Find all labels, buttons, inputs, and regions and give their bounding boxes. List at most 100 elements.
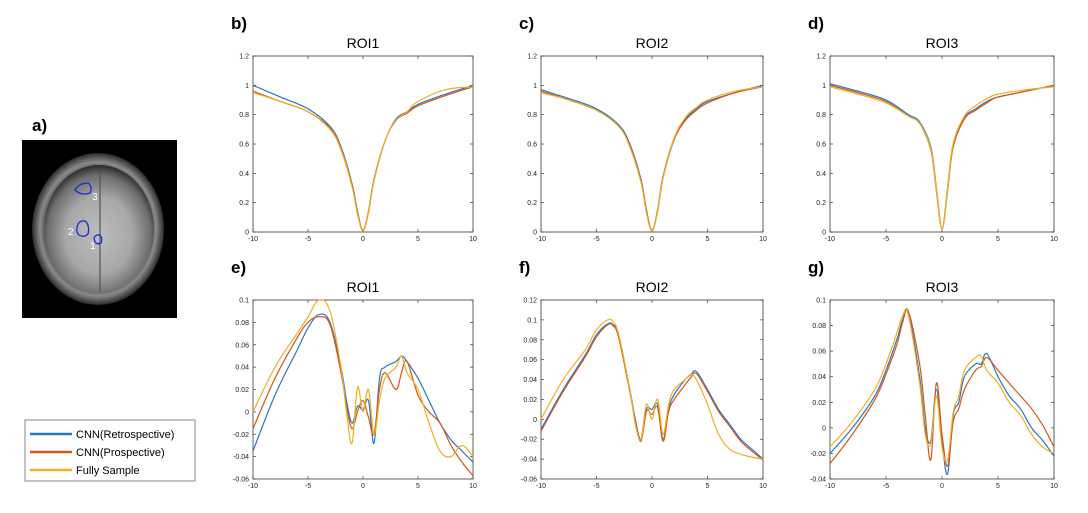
series-line-full-g	[829, 308, 1055, 463]
y-tick-label: 0.06	[812, 349, 826, 356]
roi-number-1: 1	[90, 241, 96, 252]
chart-g: g) ROI3 -10 -5 0 5 10 -0.04 -0.02 0 0.02 0.04 0.06 0.…	[808, 258, 1058, 490]
y-tick-label: -0.04	[521, 457, 537, 464]
y-tick-label: 0.02	[812, 400, 826, 407]
y-tick-label: 0.8	[816, 112, 826, 119]
y-tick-label: 0.1	[816, 298, 826, 305]
panel-label-f: f)	[519, 258, 530, 277]
plot-area-g	[829, 299, 1055, 480]
legend-label-full: Fully Sample	[76, 465, 140, 477]
x-tick-label: -5	[305, 236, 311, 243]
y-tick-label: 0.2	[239, 200, 249, 207]
y-tick-label: 0.1	[239, 298, 249, 305]
x-tick-label: 10	[469, 236, 477, 243]
panel-label-a: a)	[32, 116, 47, 135]
series-line-full-c	[540, 86, 764, 232]
series-line-full-e	[252, 299, 474, 458]
x-tick-label: 5	[996, 236, 1000, 243]
y-tick-label: 0.12	[523, 298, 537, 305]
y-tick-label: 0	[822, 230, 826, 237]
y-tick-label: 0.06	[523, 357, 537, 364]
y-tick-label: 0.1	[527, 317, 537, 324]
y-tick-label: 0.08	[235, 320, 249, 327]
y-tick-label: 0.4	[816, 171, 826, 178]
chart-title-e: ROI1	[347, 279, 380, 295]
plot-area-b	[252, 55, 474, 233]
panel-label-g: g)	[808, 258, 824, 277]
x-tick-label: -5	[883, 236, 889, 243]
chart-title-d: ROI3	[926, 35, 959, 51]
y-tick-label: 0.02	[235, 387, 249, 394]
y-tick-label: 0.02	[523, 397, 537, 404]
y-tick-label: -0.06	[233, 477, 249, 484]
plot-area-d	[829, 55, 1055, 233]
x-tick-label: 10	[759, 483, 767, 490]
y-tick-label: 0.8	[527, 112, 537, 119]
x-tick-label: 0	[650, 483, 654, 490]
image-panel: a) 1 2 3	[22, 116, 177, 318]
y-tick-label: 0.4	[239, 171, 249, 178]
y-tick-label: 0.04	[235, 365, 249, 372]
panel-label-c: c)	[519, 14, 534, 33]
chart-title-f: ROI2	[636, 279, 669, 295]
y-tick-label: -0.02	[521, 437, 537, 444]
y-tick-label: 0.04	[523, 377, 537, 384]
x-tick-label: 10	[469, 483, 477, 490]
x-tick-label: -10	[248, 236, 258, 243]
x-tick-label: 10	[1050, 236, 1058, 243]
y-tick-label: 0.6	[239, 142, 249, 149]
y-tick-label: 0	[533, 417, 537, 424]
x-tick-label: 10	[759, 236, 767, 243]
chart-title-b: ROI1	[347, 35, 380, 51]
y-tick-label: 0.08	[812, 323, 826, 330]
series-line-retro-g	[829, 308, 1055, 476]
y-tick-label: 0.2	[816, 200, 826, 207]
panel-label-d: d)	[808, 14, 824, 33]
y-tick-label: 0.6	[816, 142, 826, 149]
x-tick-label: 0	[650, 236, 654, 243]
series-line-retro-f	[540, 322, 764, 460]
x-tick-label: -10	[825, 483, 835, 490]
y-tick-label: 1	[822, 83, 826, 90]
x-tick-label: 5	[416, 483, 420, 490]
chart-d: d) ROI3 -10 -5 0 5 10 0 0.2 0.4 0.6 0.8 1 1.2	[808, 14, 1058, 243]
plot-area-c	[540, 55, 764, 233]
x-tick-label: -10	[536, 483, 546, 490]
y-tick-label: 0.6	[527, 142, 537, 149]
y-tick-label: 0.8	[239, 112, 249, 119]
y-tick-label: 1	[533, 83, 537, 90]
y-tick-label: 0.06	[235, 342, 249, 349]
y-tick-label: -0.02	[233, 432, 249, 439]
x-tick-label: 5	[996, 483, 1000, 490]
y-tick-label: 0.4	[527, 171, 537, 178]
y-tick-label: 0.2	[527, 200, 537, 207]
chart-title-c: ROI2	[636, 35, 669, 51]
y-tick-label: -0.04	[810, 477, 826, 484]
roi-number-2: 2	[68, 227, 74, 238]
series-line-full-b	[252, 86, 474, 232]
plot-area-f	[540, 299, 764, 480]
y-tick-label: 1.2	[239, 54, 249, 61]
legend: CNN(Retrospective) CNN(Prospective) Full…	[24, 419, 196, 482]
legend-label-retro: CNN(Retrospective)	[76, 429, 174, 441]
x-tick-label: 0	[361, 236, 365, 243]
x-tick-label: -5	[883, 483, 889, 490]
series-line-full-d	[829, 86, 1055, 230]
chart-panels: b)ROI1-10 -5 0 5 1000.20.40.60.811.2c)ROI2-1…	[231, 14, 1058, 490]
roi-outline-3	[74, 182, 92, 195]
y-tick-label: 0.08	[523, 337, 537, 344]
series-line-prosp-f	[540, 323, 764, 461]
y-tick-label: 1.2	[527, 54, 537, 61]
y-tick-label: -0.04	[233, 454, 249, 461]
x-tick-label: -5	[593, 483, 599, 490]
chart-title-g: ROI3	[926, 279, 959, 295]
y-tick-label: 0	[245, 409, 249, 416]
series-line-full-f	[540, 318, 764, 460]
y-tick-label: -0.02	[810, 451, 826, 458]
y-tick-label: 0	[245, 230, 249, 237]
y-tick-label: 0	[822, 425, 826, 432]
legend-label-prosp: CNN(Prospective)	[76, 447, 165, 459]
roi-outline-1	[93, 234, 103, 245]
x-tick-label: 0	[940, 236, 944, 243]
